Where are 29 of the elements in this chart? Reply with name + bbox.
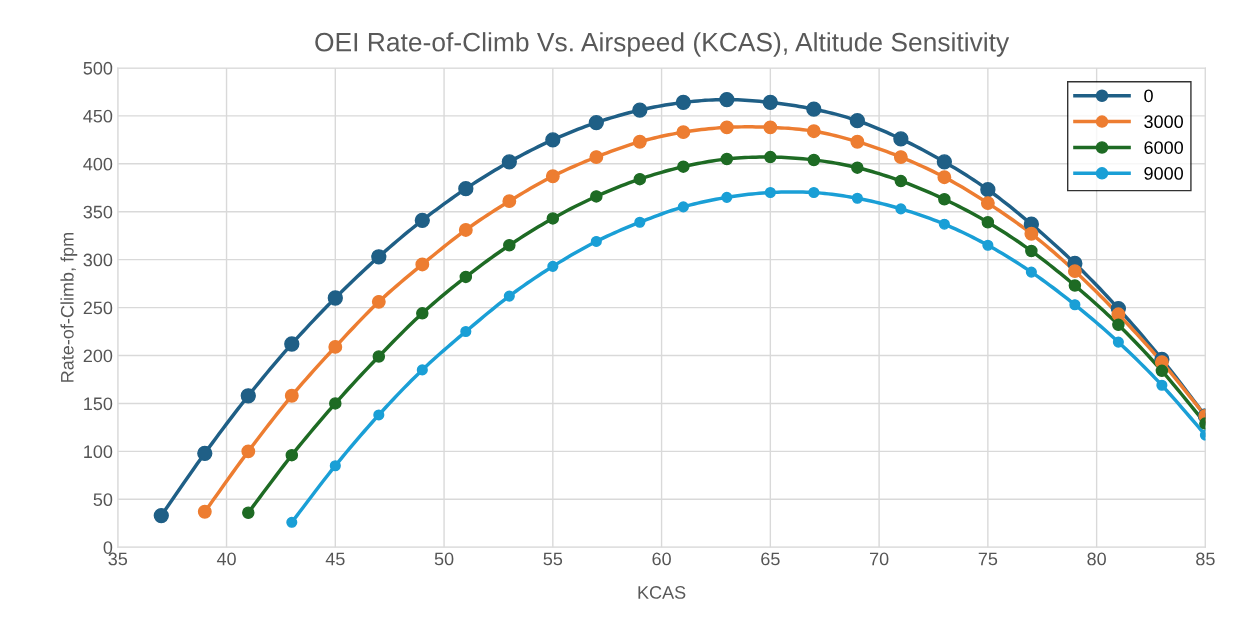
x-tick-label: 75 xyxy=(978,552,998,566)
legend-label: 0 xyxy=(1144,89,1153,103)
chart-title: OEI Rate-of-Climb Vs. Airspeed (KCAS), Altitude Sensitivity xyxy=(315,32,1010,57)
x-tick-label: 80 xyxy=(1087,552,1106,566)
y-tick-label: 200 xyxy=(83,349,113,363)
y-tick-label: 400 xyxy=(83,157,113,171)
x-tick-label: 35 xyxy=(108,552,128,566)
legend-label: 6000 xyxy=(1144,141,1183,154)
legend-label: 3000 xyxy=(1144,115,1183,129)
y-tick-label: 100 xyxy=(84,445,113,459)
y-tick-label: 250 xyxy=(83,301,113,315)
x-tick-label: 70 xyxy=(869,552,889,566)
legend-label: 9000 xyxy=(1144,167,1183,180)
y-tick-label: 0 xyxy=(103,541,113,554)
x-tick-label: 85 xyxy=(1196,552,1215,566)
x-axis-title: KCAS xyxy=(638,586,686,599)
y-tick-label: 500 xyxy=(83,61,113,75)
x-tick-label: 50 xyxy=(434,552,454,566)
y-axis-title: Rate-of-Climb, fpm xyxy=(60,233,78,382)
y-tick-label: 150 xyxy=(84,397,113,411)
x-tick-label: 55 xyxy=(543,552,563,566)
x-tick-label: 60 xyxy=(652,552,671,566)
x-tick-label: 45 xyxy=(325,552,345,566)
y-tick-label: 300 xyxy=(83,253,113,267)
x-tick-label: 65 xyxy=(761,552,780,566)
y-tick-label: 450 xyxy=(83,109,113,123)
y-tick-label: 50 xyxy=(93,493,113,507)
x-tick-label: 40 xyxy=(216,552,236,566)
y-tick-label: 350 xyxy=(83,205,113,219)
